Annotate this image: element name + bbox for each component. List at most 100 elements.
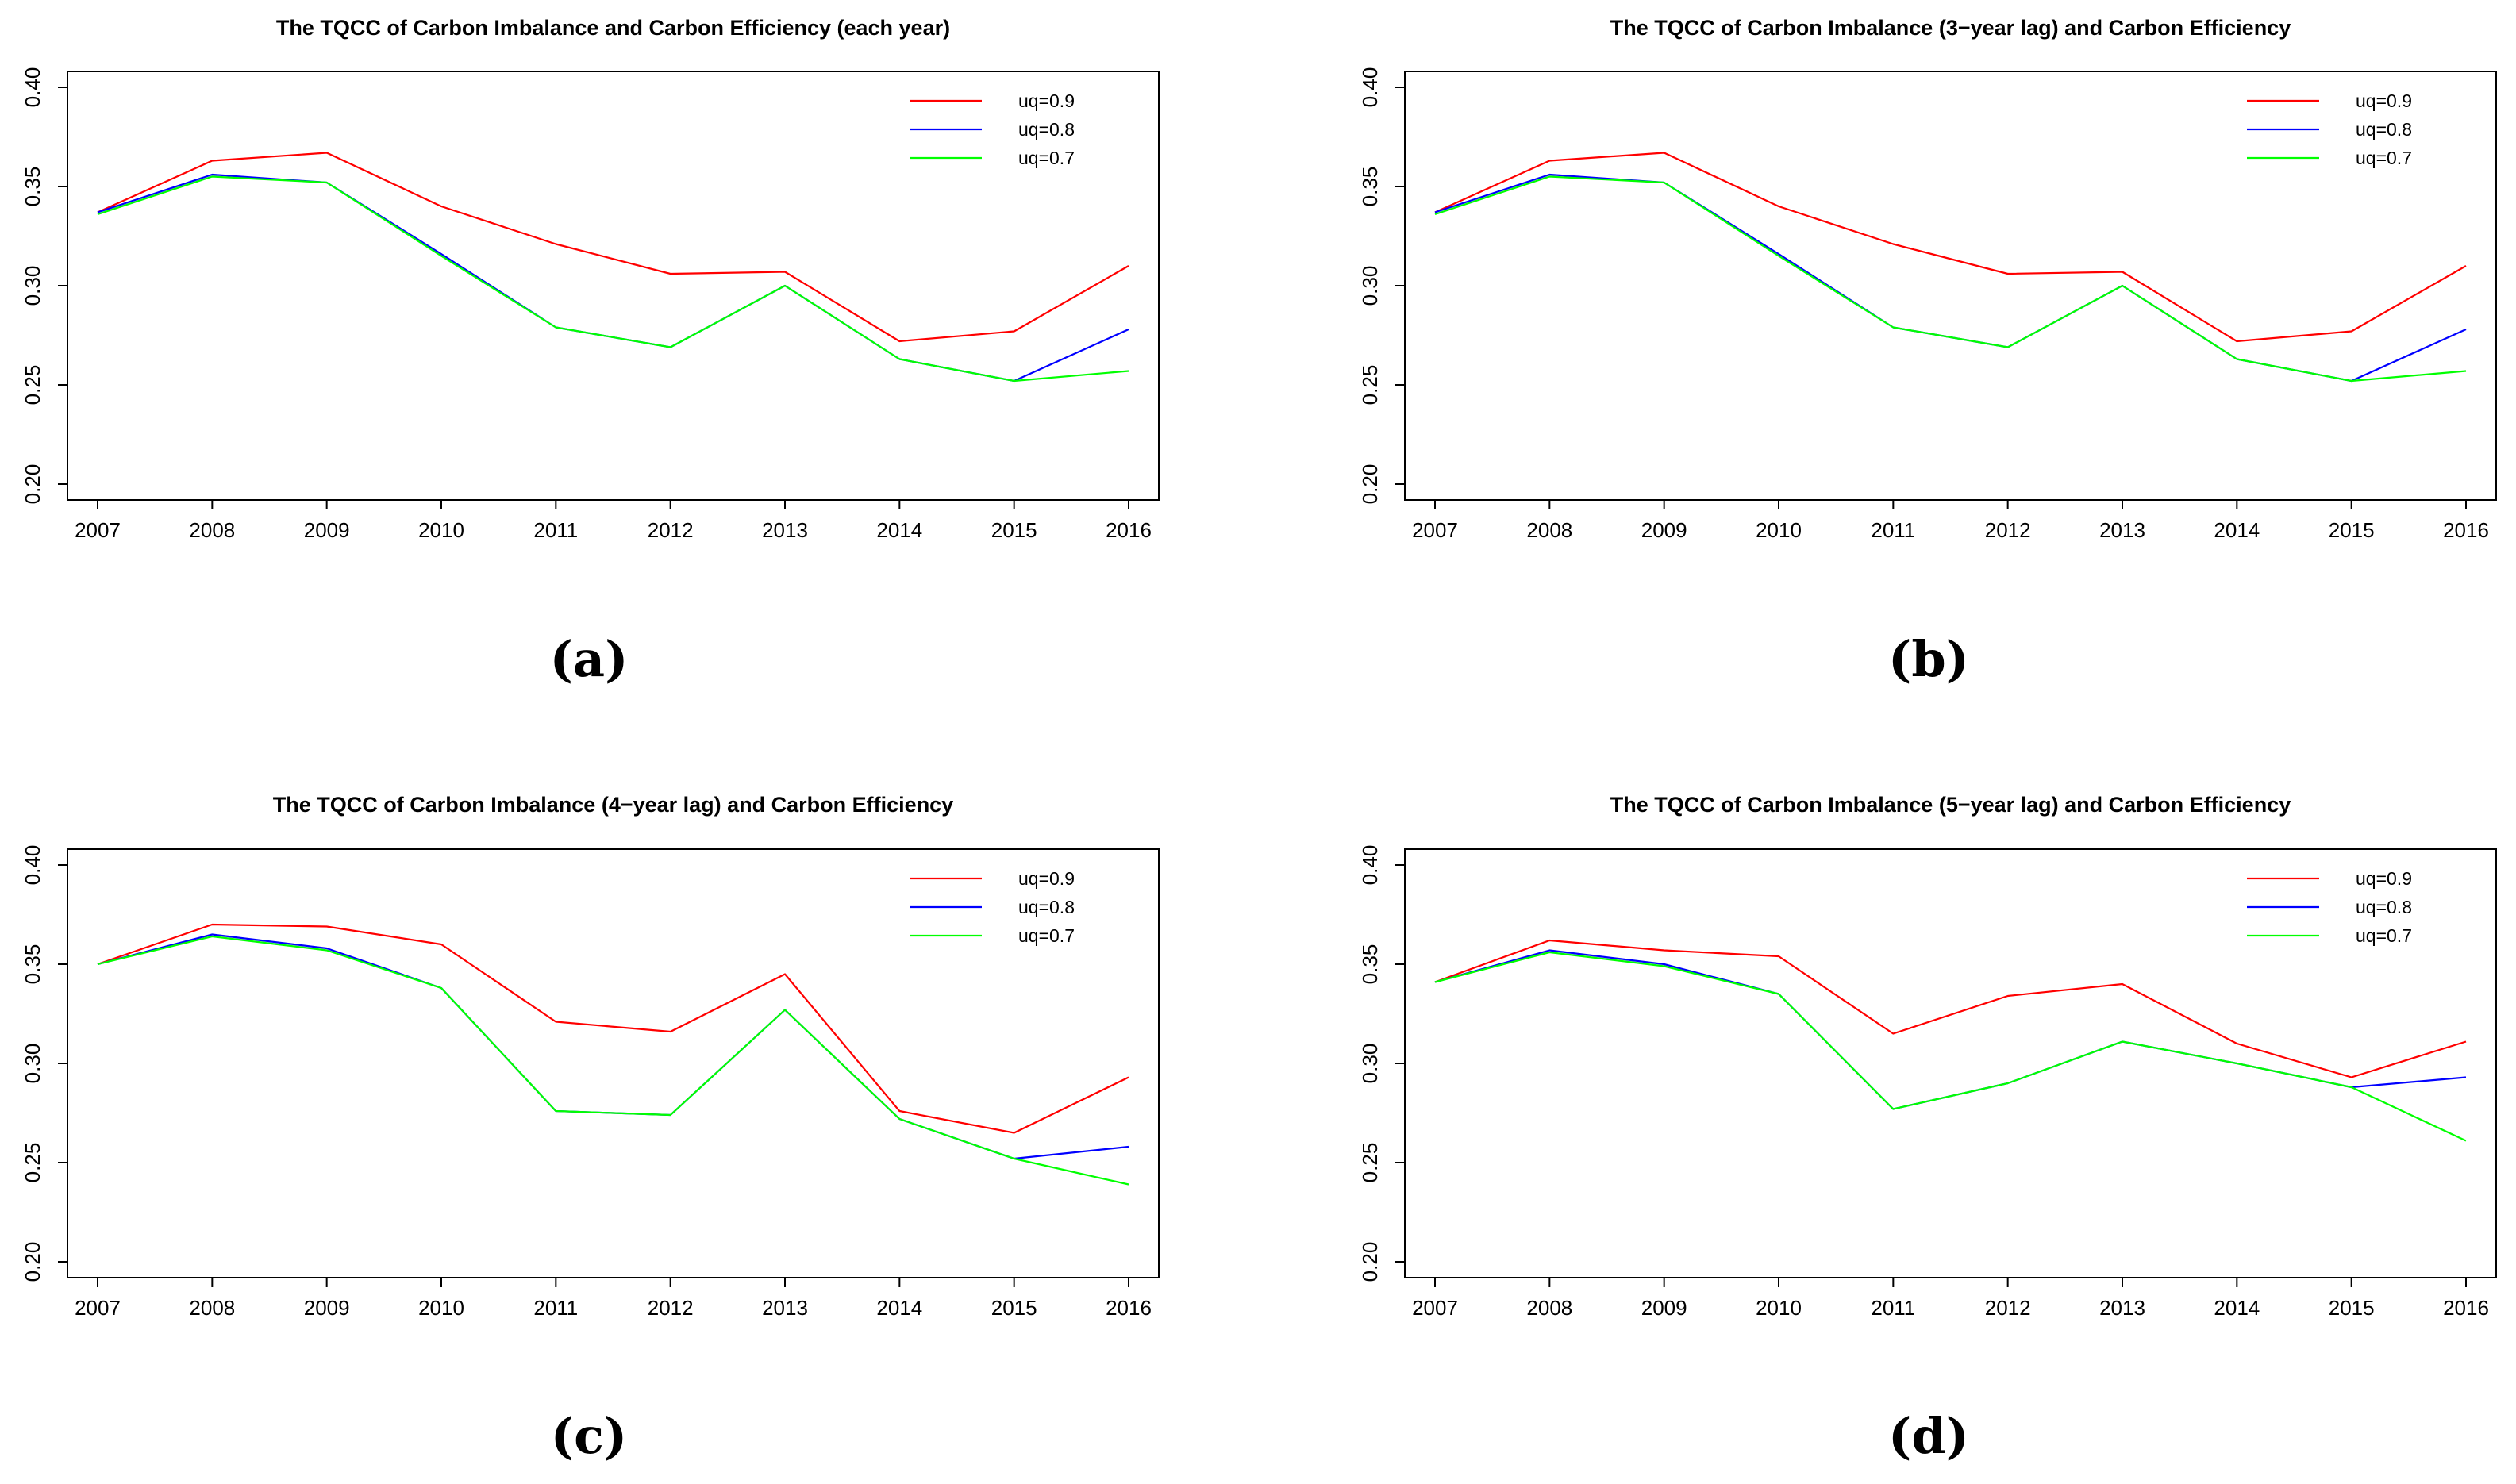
- y-tick-label: 0.20: [1358, 464, 1382, 505]
- panel-label-b: (b): [1887, 630, 1970, 688]
- legend-label-3: uq=0.7: [1018, 925, 1075, 946]
- panel-label-c: (c): [550, 1407, 628, 1465]
- x-tick-label: 2015: [991, 518, 1037, 542]
- x-tick-label: 2013: [762, 518, 808, 542]
- x-tick-label: 2011: [533, 518, 578, 542]
- series-line-uq-0-7: [1434, 175, 2467, 383]
- legend-label-3: uq=0.7: [2356, 148, 2412, 168]
- x-tick-label: 2010: [418, 518, 464, 542]
- y-tick-label: 0.20: [21, 1242, 44, 1282]
- legend-label-2: uq=0.8: [2356, 897, 2412, 917]
- y-tick-label: 0.25: [21, 365, 44, 406]
- y-tick-label: 0.25: [1358, 365, 1382, 406]
- x-tick-label: 2015: [2329, 1296, 2375, 1320]
- x-tick-label: 2008: [189, 518, 235, 542]
- y-tick-label: 0.20: [1358, 1242, 1382, 1282]
- line-chart-b: 0.20 0.25 0.30 0.35 0.40 2007 2008 2009 2010 2011…: [1358, 67, 2497, 542]
- x-tick-label: 2008: [1526, 1296, 1572, 1320]
- panel-b: The TQCC of Carbon Imbalance (3−year lag…: [1258, 0, 2516, 742]
- y-tick-label: 0.40: [1358, 67, 1382, 108]
- plot-box: [1404, 71, 2497, 501]
- x-tick-label: 2010: [418, 1296, 464, 1320]
- x-tick-label: 2014: [2214, 518, 2260, 542]
- x-tick-label: 2015: [2329, 518, 2375, 542]
- plot-box: [1404, 848, 2497, 1278]
- series-line-uq-0-8: [1434, 949, 2467, 1110]
- y-tick-label: 0.20: [21, 464, 44, 505]
- x-tick-label: 2014: [2214, 1296, 2260, 1320]
- legend-label-2: uq=0.8: [1018, 897, 1075, 917]
- y-tick-label: 0.25: [21, 1143, 44, 1183]
- legend-label-1: uq=0.9: [1018, 90, 1075, 111]
- legend-label-2: uq=0.8: [2356, 119, 2412, 140]
- y-tick-label: 0.30: [21, 266, 44, 306]
- series-line-uq-0-8: [1434, 173, 2467, 383]
- legend-label-1: uq=0.9: [1018, 868, 1075, 889]
- chart-title-c: The TQCC of Carbon Imbalance (4−year lag…: [272, 793, 954, 817]
- plot-box: [67, 71, 1160, 501]
- x-tick-label: 2013: [762, 1296, 808, 1320]
- line-chart-a: 0.20 0.25 0.30 0.35 0.40 2007 2008 2009 2010 2011…: [21, 67, 1160, 542]
- y-tick-label: 0.40: [21, 67, 44, 108]
- x-tick-label: 2016: [1106, 1296, 1152, 1320]
- x-tick-label: 2014: [876, 518, 922, 542]
- x-tick-label: 2013: [2099, 1296, 2145, 1320]
- y-tick-label: 0.40: [1358, 845, 1382, 886]
- x-tick-label: 2012: [648, 1296, 694, 1320]
- x-tick-label: 2007: [1412, 518, 1458, 542]
- legend-label-3: uq=0.7: [2356, 925, 2412, 946]
- panel-d: The TQCC of Carbon Imbalance (5−year lag…: [1258, 742, 2516, 1484]
- panel-a: The TQCC of Carbon Imbalance and Carbon …: [0, 0, 1258, 742]
- x-tick-label: 2010: [1756, 1296, 1802, 1320]
- y-tick-label: 0.35: [1358, 167, 1382, 207]
- x-tick-label: 2016: [1106, 518, 1152, 542]
- x-tick-label: 2008: [189, 1296, 235, 1320]
- x-tick-label: 2011: [1871, 1296, 1915, 1320]
- y-tick-label: 0.30: [1358, 1044, 1382, 1084]
- x-tick-label: 2016: [2443, 518, 2489, 542]
- series-line-uq-0-7: [1434, 951, 2467, 1142]
- series-line-uq-0-9: [97, 923, 1129, 1134]
- x-tick-label: 2015: [991, 1296, 1037, 1320]
- x-tick-label: 2009: [304, 518, 350, 542]
- x-tick-label: 2007: [75, 518, 121, 542]
- x-tick-label: 2009: [1641, 518, 1687, 542]
- y-tick-label: 0.40: [21, 845, 44, 886]
- series-line-uq-0-7: [97, 935, 1129, 1186]
- x-tick-label: 2010: [1756, 518, 1802, 542]
- y-tick-label: 0.35: [21, 167, 44, 207]
- line-chart-d: 0.20 0.25 0.30 0.35 0.40 2007 2008 2009 2010 2011…: [1358, 845, 2497, 1320]
- x-tick-label: 2008: [1526, 518, 1572, 542]
- x-tick-label: 2007: [75, 1296, 121, 1320]
- y-tick-label: 0.35: [21, 944, 44, 985]
- legend-label-3: uq=0.7: [1018, 148, 1075, 168]
- x-tick-label: 2009: [1641, 1296, 1687, 1320]
- x-tick-label: 2011: [1871, 518, 1915, 542]
- chart-title-a: The TQCC of Carbon Imbalance and Carbon …: [275, 16, 951, 40]
- x-tick-label: 2009: [304, 1296, 350, 1320]
- x-tick-label: 2016: [2443, 1296, 2489, 1320]
- x-tick-label: 2012: [1985, 518, 2031, 542]
- series-line-uq-0-7: [97, 175, 1129, 383]
- x-tick-label: 2014: [876, 1296, 922, 1320]
- legend-label-2: uq=0.8: [1018, 119, 1075, 140]
- chart-title-b: The TQCC of Carbon Imbalance (3−year lag…: [1610, 16, 2291, 40]
- legend-label-1: uq=0.9: [2356, 90, 2412, 111]
- x-tick-label: 2011: [533, 1296, 578, 1320]
- legend-label-1: uq=0.9: [2356, 868, 2412, 889]
- series-line-uq-0-9: [97, 152, 1129, 343]
- panel-label-a: (a): [549, 630, 629, 688]
- panel-c: The TQCC of Carbon Imbalance (4−year lag…: [0, 742, 1258, 1484]
- y-tick-label: 0.35: [1358, 944, 1382, 985]
- x-tick-label: 2012: [1985, 1296, 2031, 1320]
- chart-title-d: The TQCC of Carbon Imbalance (5−year lag…: [1610, 793, 2291, 817]
- x-tick-label: 2012: [648, 518, 694, 542]
- series-line-uq-0-9: [1434, 939, 2467, 1078]
- series-line-uq-0-8: [97, 173, 1129, 383]
- y-tick-label: 0.25: [1358, 1143, 1382, 1183]
- series-line-uq-0-9: [1434, 152, 2467, 343]
- x-tick-label: 2013: [2099, 518, 2145, 542]
- panel-label-d: (d): [1887, 1407, 1970, 1465]
- line-chart-c: 0.20 0.25 0.30 0.35 0.40 2007 2008 2009 2010 2011…: [21, 845, 1160, 1320]
